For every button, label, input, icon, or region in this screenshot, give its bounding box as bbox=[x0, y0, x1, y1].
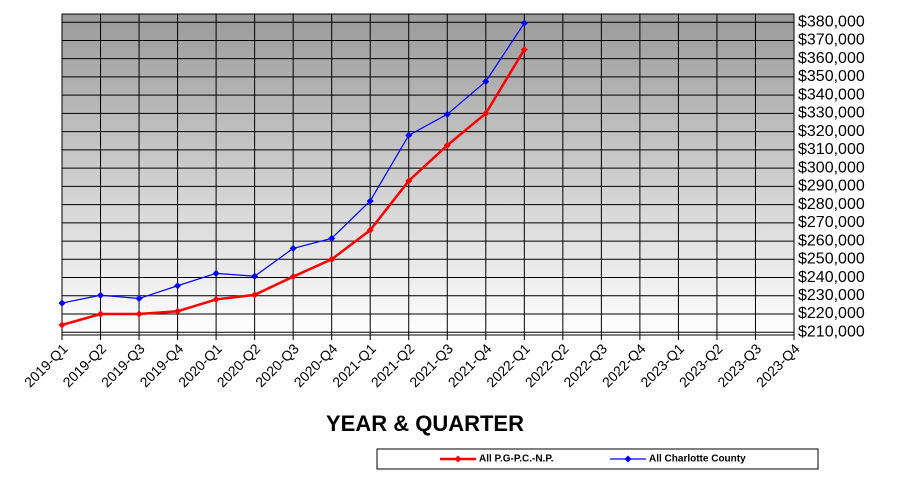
data-point bbox=[328, 255, 336, 263]
y-tick-label: $310,000 bbox=[798, 141, 865, 158]
x-axis-label: YEAR & QUARTER bbox=[326, 411, 524, 436]
data-point bbox=[328, 234, 336, 242]
data-point bbox=[251, 291, 259, 299]
data-point bbox=[58, 321, 66, 329]
legend-label: All P.G-P.C.-N.P. bbox=[479, 454, 554, 465]
data-point bbox=[212, 269, 220, 277]
y-tick-label: $230,000 bbox=[798, 287, 865, 304]
data-point bbox=[174, 307, 182, 315]
y-tick-label: $380,000 bbox=[798, 13, 865, 30]
y-tick-label: $290,000 bbox=[798, 178, 865, 195]
data-point bbox=[212, 295, 220, 303]
data-point bbox=[482, 77, 490, 85]
y-tick-label: $370,000 bbox=[798, 32, 865, 49]
y-tick-label: $320,000 bbox=[798, 123, 865, 140]
data-point bbox=[443, 141, 451, 149]
y-tick-label: $330,000 bbox=[798, 105, 865, 122]
y-tick-label: $250,000 bbox=[798, 251, 865, 268]
data-point bbox=[251, 272, 259, 280]
data-point bbox=[174, 282, 182, 290]
y-tick-label: $210,000 bbox=[798, 323, 865, 340]
data-point bbox=[482, 109, 490, 117]
legend-label: All Charlotte County bbox=[649, 454, 746, 465]
y-tick-label: $220,000 bbox=[798, 305, 865, 322]
data-point bbox=[520, 19, 528, 27]
data-point bbox=[58, 299, 66, 307]
data-point bbox=[289, 273, 297, 281]
data-point bbox=[405, 131, 413, 139]
data-point bbox=[366, 226, 374, 234]
data-point bbox=[289, 244, 297, 252]
data-point bbox=[97, 310, 105, 318]
data-point bbox=[366, 197, 374, 205]
y-tick-label: $360,000 bbox=[798, 50, 865, 67]
y-tick-label: $350,000 bbox=[798, 68, 865, 85]
y-tick-label: $340,000 bbox=[798, 86, 865, 103]
data-point bbox=[97, 291, 105, 299]
y-tick-label: $240,000 bbox=[798, 269, 865, 286]
y-tick-label: $280,000 bbox=[798, 196, 865, 213]
y-tick-label: $260,000 bbox=[798, 232, 865, 249]
data-point bbox=[405, 177, 413, 185]
legend-marker bbox=[624, 455, 632, 463]
y-tick-label: $270,000 bbox=[798, 214, 865, 231]
x-tick-label: 2023-Q4 bbox=[753, 340, 803, 390]
y-tick-label: $300,000 bbox=[798, 159, 865, 176]
plot-border bbox=[61, 13, 795, 336]
plot-area bbox=[62, 14, 794, 335]
data-point bbox=[443, 110, 451, 118]
legend bbox=[376, 448, 819, 470]
legend-marker bbox=[454, 455, 462, 463]
data-point bbox=[520, 46, 528, 54]
data-point bbox=[135, 295, 143, 303]
data-point bbox=[135, 310, 143, 318]
